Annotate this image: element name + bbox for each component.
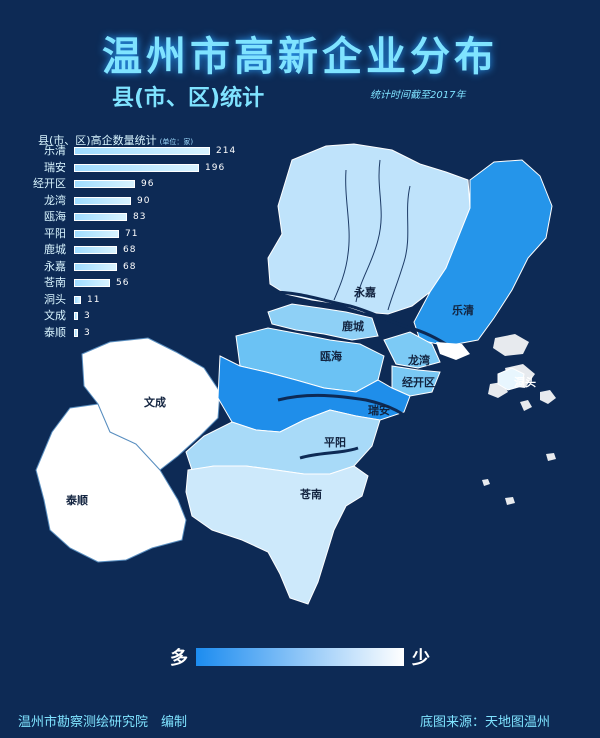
- aojiang-river: [299, 446, 359, 460]
- bar-label: 文成: [44, 309, 66, 322]
- region-wencheng: [81, 337, 221, 471]
- bar-label: 平阳: [44, 226, 66, 240]
- map-label-yongjia: 永嘉: [354, 286, 376, 299]
- bar-value: 56: [116, 278, 130, 288]
- island-6: [546, 453, 556, 461]
- bar: [74, 213, 127, 221]
- map-label-cangnan: 苍南: [300, 488, 322, 501]
- map-label-jingkaiqu: 经开区: [402, 376, 435, 389]
- estuary: [436, 342, 470, 360]
- bar-value: 68: [123, 245, 137, 255]
- stats-header-label: 县(市、区)高企数量统计: [38, 134, 157, 147]
- bar-label: 经开区: [33, 177, 66, 190]
- oujiang-river: [269, 290, 453, 350]
- map-label-leqing: 乐清: [452, 304, 474, 317]
- legend-less-label: 少: [412, 648, 430, 669]
- date-note: 统计时间截至2017年: [370, 90, 466, 101]
- bar-value: 3: [84, 327, 91, 338]
- page-title: 温州市高新企业分布: [102, 34, 498, 80]
- bar-label: 瓯海: [44, 210, 66, 223]
- footer-publisher: 温州市勘察测绘研究院 编制: [18, 715, 188, 730]
- bar-value: 90: [137, 195, 151, 206]
- region-yongjia: [267, 143, 471, 315]
- bar-value: 83: [133, 212, 147, 222]
- bar: [74, 246, 117, 254]
- bar-label: 乐清: [44, 144, 66, 157]
- island-5: [520, 400, 532, 411]
- map-label-pingyang: 平阳: [324, 436, 346, 449]
- bar-value: 214: [216, 146, 237, 156]
- islands: [482, 334, 556, 505]
- region-longwan: [383, 331, 441, 369]
- legend-color-scale: [196, 648, 404, 666]
- map-label-longwan: 龙湾: [408, 354, 430, 367]
- bar: [74, 279, 110, 287]
- map-label-wencheng: 文成: [144, 396, 166, 409]
- bar-value: 71: [125, 228, 139, 239]
- bar-label: 苍南: [44, 276, 66, 289]
- island-4: [540, 390, 556, 404]
- bar: [74, 147, 210, 155]
- region-dongtou: [497, 367, 525, 391]
- island-1: [493, 334, 529, 356]
- bar: [74, 196, 131, 205]
- bar: [74, 180, 135, 188]
- bar: [74, 262, 117, 271]
- feiyun-river: [277, 393, 409, 420]
- bar-label: 永嘉: [44, 259, 66, 273]
- region-lucheng: [267, 303, 379, 341]
- rivers: [269, 290, 453, 460]
- bar-value: 68: [123, 261, 137, 272]
- bar-label: 龙湾: [44, 193, 66, 207]
- bar-label: 泰顺: [44, 325, 66, 339]
- region-leqing: [413, 159, 553, 347]
- island-7: [505, 497, 515, 505]
- bar-label: 瑞安: [44, 160, 66, 174]
- stream-2: [387, 185, 411, 311]
- page-subtitle: 县(市、区)统计: [112, 86, 265, 111]
- map-label-taishun: 泰顺: [66, 494, 88, 507]
- region-cangnan: [185, 465, 369, 605]
- map-label-lucheng: 鹿城: [342, 320, 364, 333]
- bar-value: 96: [141, 179, 155, 189]
- bar: [74, 229, 119, 238]
- bar-value: 196: [205, 162, 226, 173]
- bar-value: 11: [87, 294, 101, 305]
- stream-3: [333, 169, 350, 301]
- bar: [74, 295, 81, 304]
- bar: [74, 312, 78, 320]
- stream-1: [355, 159, 382, 303]
- streams: [333, 159, 411, 311]
- bar-value: 3: [84, 311, 91, 321]
- map-label-dongtou: 洞头: [514, 376, 536, 389]
- map-label-ouhai: 瓯海: [320, 350, 342, 363]
- map-label-ruian: 瑞安: [368, 404, 390, 417]
- legend-more-label: 多: [170, 648, 188, 669]
- bar: [74, 328, 78, 337]
- stats-header: 县(市、区)高企数量统计 (单位：家): [38, 132, 193, 148]
- stats-unit: (单位：家): [159, 138, 194, 146]
- bar-label: 鹿城: [44, 243, 66, 256]
- bar-label: 洞头: [44, 292, 66, 306]
- footer-source: 底图来源：天地图温州: [420, 715, 551, 730]
- island-8: [482, 479, 490, 486]
- bar: [74, 163, 199, 172]
